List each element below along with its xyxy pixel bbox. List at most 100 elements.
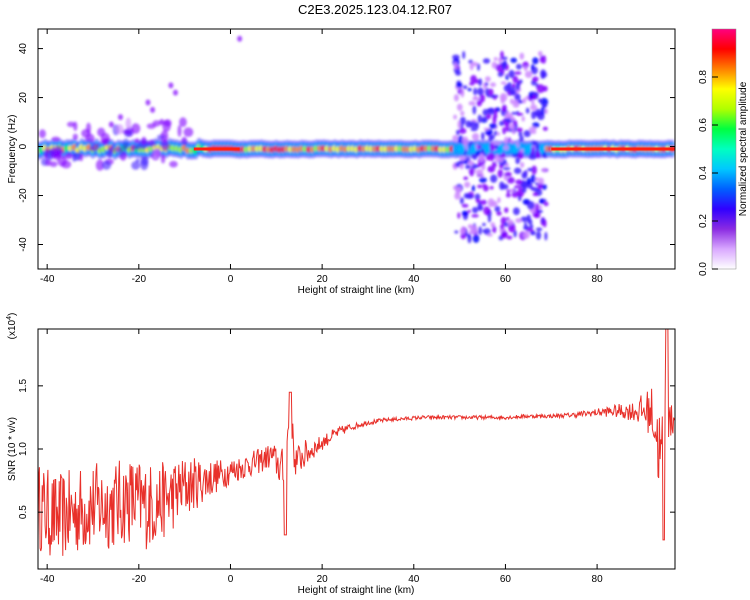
broadband-blob — [534, 108, 542, 118]
spread-blob — [72, 133, 79, 140]
broadband-blob — [522, 231, 530, 239]
spread-blob — [160, 153, 166, 164]
snr-x-tick-label: 60 — [500, 574, 512, 585]
spread-blob — [115, 124, 124, 135]
broadband-blob — [501, 62, 506, 71]
broadband-blob — [459, 197, 464, 205]
broadband-blob — [460, 89, 465, 98]
broadband-blob — [521, 171, 528, 179]
broadband-blob — [489, 82, 497, 87]
broadband-blob — [484, 82, 489, 86]
broadband-blob — [512, 75, 519, 84]
broadband-blob — [465, 164, 471, 170]
broadband-blob — [508, 188, 516, 193]
heatmap-y-tick-label: 0 — [18, 143, 29, 149]
broadband-blob — [504, 171, 512, 177]
spread-blob — [51, 136, 61, 142]
broadband-blob — [463, 192, 470, 199]
broadband-blob — [468, 101, 476, 106]
spread-blob — [145, 99, 151, 106]
broadband-blob — [521, 116, 525, 122]
page-title: C2E3.2025.123.04.12.R07 — [298, 2, 452, 17]
spread-blob — [44, 148, 49, 159]
broadband-blob — [510, 117, 516, 121]
broadband-blob — [519, 135, 524, 142]
broadband-blob — [525, 107, 530, 114]
broadband-blob — [456, 129, 460, 136]
snr-scale-label: (x104) — [6, 313, 18, 340]
broadband-blob — [503, 84, 510, 92]
spread-blob — [121, 129, 131, 135]
broadband-blob — [515, 82, 521, 91]
spread-blob — [79, 153, 84, 162]
broadband-blob — [486, 113, 492, 119]
broadband-blob — [476, 100, 482, 107]
broadband-blob — [530, 174, 536, 183]
broadband-blob — [501, 56, 508, 60]
snr-y-tick-label: 1.5 — [18, 378, 29, 392]
broadband-blob — [520, 162, 525, 168]
heatmap-y-tick-label: -20 — [18, 188, 29, 203]
broadband-blob — [487, 215, 492, 223]
broadband-blob — [483, 206, 491, 216]
broadband-blob — [483, 228, 491, 236]
broadband-blob — [462, 50, 466, 60]
broadband-blob — [462, 136, 469, 146]
spread-blob — [183, 127, 194, 138]
broadband-blob — [482, 109, 489, 116]
broadband-blob — [461, 210, 469, 217]
broadband-blob — [487, 107, 496, 115]
broadband-blob — [531, 64, 535, 71]
broadband-blob — [469, 168, 475, 177]
spread-blob — [181, 136, 188, 146]
broadband-blob — [529, 223, 534, 230]
broadband-node — [511, 144, 518, 154]
heatmap-x-tick-label: 40 — [408, 274, 420, 285]
spread-blob — [115, 146, 123, 153]
broadband-blob — [529, 130, 537, 135]
spread-blob — [160, 130, 169, 142]
heatmap-x-tick-label: -20 — [132, 274, 147, 285]
broadband-blob — [500, 224, 505, 230]
broadband-blob — [489, 185, 494, 190]
broadband-blob — [516, 112, 524, 116]
broadband-blob — [519, 52, 525, 60]
broadband-blob — [464, 181, 471, 188]
broadband-blob — [538, 177, 545, 186]
broadband-blob — [469, 121, 477, 129]
broadband-blob — [488, 135, 493, 142]
broadband-blob — [472, 105, 477, 115]
spread-blob — [109, 145, 115, 155]
broadband-blob — [498, 57, 502, 64]
broadband-blob — [507, 219, 514, 226]
broadband-blob — [521, 187, 527, 193]
broadband-blob — [531, 100, 535, 105]
broadband-blob — [470, 75, 477, 83]
spread-blob — [150, 106, 156, 113]
broadband-blob — [542, 168, 547, 172]
snr-x-tick-label: -40 — [40, 574, 55, 585]
broadband-blob — [504, 112, 509, 120]
broadband-blob — [477, 163, 482, 167]
broadband-blob — [535, 182, 539, 186]
broadband-blob — [515, 63, 522, 70]
broadband-blob — [473, 95, 477, 100]
broadband-blob — [472, 234, 480, 243]
broadband-blob — [543, 219, 547, 228]
broadband-blob — [535, 149, 541, 159]
broadband-blob — [502, 127, 506, 135]
spread-blob — [97, 127, 106, 137]
broadband-blob — [528, 126, 537, 132]
broadband-blob — [503, 144, 509, 151]
spread-blob — [117, 114, 123, 121]
broadband-blob — [495, 107, 501, 112]
broadband-blob — [505, 193, 511, 198]
spread-blob — [162, 120, 171, 132]
band-peak — [193, 147, 240, 151]
colorbar-tick-label: 0.6 — [698, 118, 709, 132]
broadband-blob — [513, 185, 522, 189]
broadband-blob — [494, 205, 501, 212]
broadband-blob — [472, 61, 478, 67]
broadband-blob — [514, 93, 521, 102]
spread-blob — [179, 117, 187, 128]
